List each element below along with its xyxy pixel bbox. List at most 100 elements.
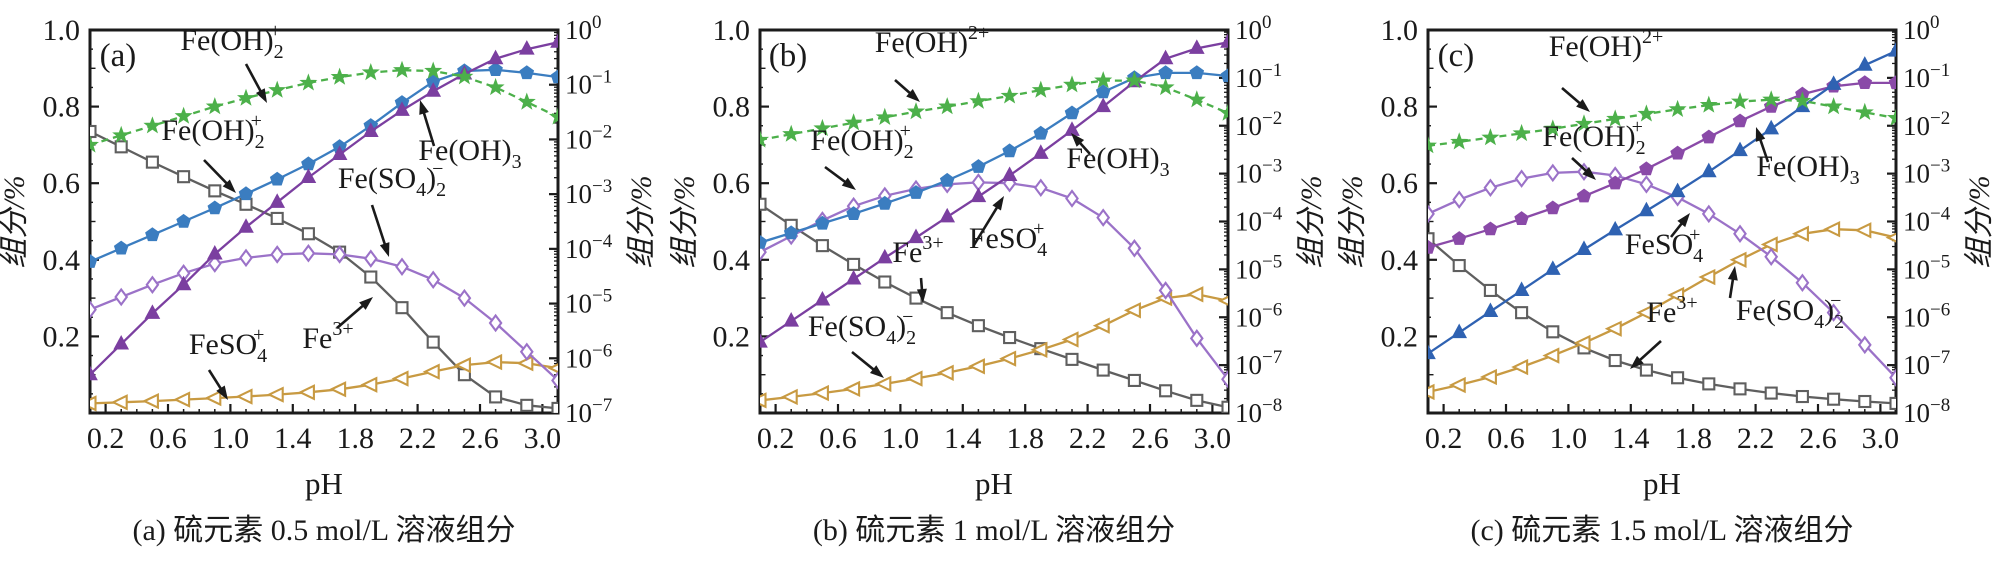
series-purple-pentagon xyxy=(1428,75,1896,254)
species-labels: Fe3+ Fe(SO4)2− FeSO4+ Fe(OH)2+ Fe(OH)3 Fe(OH)… xyxy=(808,22,1170,378)
x-tick-label: 0.2 xyxy=(757,422,795,455)
species-label-blue-pentagon: Fe(OH)2+ xyxy=(810,120,913,163)
x-tick-label: 1.0 xyxy=(882,422,920,455)
log-tick-label: 10−1 xyxy=(565,67,612,100)
x-tick-label: 1.4 xyxy=(944,422,982,455)
y-right-axis-title: 组分/% xyxy=(625,175,658,268)
x-tick-label: 2.2 xyxy=(399,422,437,455)
log-tick-label: 10−5 xyxy=(1903,251,1950,284)
x-tick-label: 0.2 xyxy=(87,422,125,455)
y-tick-label: 1.0 xyxy=(43,14,81,47)
axes-frame xyxy=(88,28,560,415)
series-purple-triangle xyxy=(90,33,558,381)
series-area xyxy=(760,33,1228,413)
label-arrow xyxy=(336,297,373,329)
series-gray-square xyxy=(1428,232,1896,410)
y-tick-label: 0.8 xyxy=(1381,91,1419,124)
x-tick-label: 1.8 xyxy=(1674,422,1712,455)
label-arrow xyxy=(419,100,436,147)
y-tick-label: 0.2 xyxy=(713,320,751,353)
log-tick-label: 10−8 xyxy=(1903,395,1950,428)
y-axis-left: 1.0 0.8 0.6 0.4 0.2 xyxy=(1381,14,1437,395)
y-tick-label: 0.4 xyxy=(713,244,751,277)
label-arrow xyxy=(1727,266,1738,299)
species-label-green-star: Fe(OH)2+ xyxy=(875,22,990,59)
x-tick-label: 0.6 xyxy=(819,422,857,455)
species-label-gold-tri-left: FeSO4+ xyxy=(189,324,267,367)
label-arrow xyxy=(1071,133,1091,155)
label-arrow xyxy=(1571,157,1596,180)
species-label-gray-square: Fe3+ xyxy=(302,318,353,355)
x-tick-label: 2.6 xyxy=(461,422,499,455)
x-axis: 0.2 0.6 1.0 1.4 1.8 2.2 2.6 3.0 xyxy=(1425,404,1899,455)
y-left-axis-title: 组分/% xyxy=(0,175,31,268)
panel-caption: (a) 硫元素 0.5 mol/L 溶液组分 xyxy=(132,514,515,547)
panel-letter: (a) xyxy=(100,38,137,74)
log-tick-label: 10−8 xyxy=(1235,395,1282,428)
y-right-axis-title: 组分/% xyxy=(1963,175,1996,268)
panel-letter: (b) xyxy=(769,38,807,74)
x-tick-label: 1.4 xyxy=(274,422,312,455)
label-arrow xyxy=(824,165,856,190)
series-green-star xyxy=(760,71,1228,148)
panel-a: 0.2 0.6 1.0 1.4 1.8 2.2 2.6 3.0 1.0 0.8 0.6 0.4 0.2 1… xyxy=(0,0,670,563)
label-arrow xyxy=(851,350,884,378)
log-tick-label: 10−2 xyxy=(1235,108,1282,141)
log-tick-label: 10−6 xyxy=(1903,299,1950,332)
species-label-purple-diamond: FeSO4+ xyxy=(969,218,1047,261)
x-tick-label: 3.0 xyxy=(1862,422,1900,455)
x-tick-label: 3.0 xyxy=(524,422,562,455)
x-tick-label: 0.2 xyxy=(1425,422,1463,455)
log-tick-label: 10−6 xyxy=(565,340,612,373)
y-tick-label: 0.6 xyxy=(1381,167,1419,200)
y-tick-label: 0.4 xyxy=(43,244,81,277)
species-label-purple-triangle: Fe(OH)3 xyxy=(418,134,521,173)
log-tick-label: 10−3 xyxy=(1235,156,1282,189)
x-axis-title: pH xyxy=(1643,466,1681,501)
x-tick-label: 0.6 xyxy=(149,422,187,455)
label-arrow xyxy=(244,63,267,103)
x-tick-label: 3.0 xyxy=(1194,422,1232,455)
species-label-gold-tri-left: Fe(SO4)2− xyxy=(808,306,916,349)
log-tick-label: 10−1 xyxy=(1235,60,1282,93)
x-tick-label: 0.6 xyxy=(1487,422,1525,455)
y-right-axis-title: 组分/% xyxy=(1295,175,1328,268)
log-tick-label: 10−4 xyxy=(1235,204,1283,237)
label-arrow xyxy=(1755,127,1770,163)
x-tick-label: 1.8 xyxy=(1006,422,1043,455)
x-axis: 0.2 0.6 1.0 1.4 1.8 2.2 2.6 3.0 xyxy=(87,404,561,455)
label-arrow xyxy=(1561,87,1590,112)
y-tick-label: 0.8 xyxy=(713,91,751,124)
series-purple-triangle xyxy=(760,33,1228,348)
log-tick-label: 10−6 xyxy=(1235,299,1282,332)
panel-b: 0.2 0.6 1.0 1.4 1.8 2.2 2.6 3.0 1.0 0.8 0.6 0.4 0.2 1… xyxy=(668,0,1340,563)
log-tick-label: 10−5 xyxy=(1235,251,1282,284)
x-tick-label: 2.6 xyxy=(1131,422,1169,455)
species-label-gold-tri-left: Fe(SO4)2− xyxy=(1736,290,1844,333)
species-label-purple-pentagon: Fe(OH)2+ xyxy=(1542,116,1645,159)
x-tick-label: 2.2 xyxy=(1737,422,1775,455)
label-arrow xyxy=(916,277,927,303)
panel-c-chart: 0.2 0.6 1.0 1.4 1.8 2.2 2.6 3.01.00.80.60.40.21… xyxy=(1336,12,1996,547)
panel-c: 0.2 0.6 1.0 1.4 1.8 2.2 2.6 3.0 1.0 0.8 0.6 0.4 0.2 1… xyxy=(1336,0,2008,563)
y-left-axis-title: 组分/% xyxy=(1338,175,1369,268)
x-tick-label: 1.0 xyxy=(1550,422,1588,455)
species-label-blue-triangle: Fe(OH)3 xyxy=(1756,150,1859,189)
label-arrow xyxy=(894,79,920,102)
log-tick-label: 100 xyxy=(1235,12,1272,45)
y-tick-label: 1.0 xyxy=(1381,14,1419,47)
y-tick-label: 0.8 xyxy=(43,91,81,124)
log-tick-label: 10−7 xyxy=(1235,347,1282,380)
y-axis-right: 100 10−1 10−2 10−3 10−4 10−5 10−6 10−7 10−8 xyxy=(1887,12,1951,428)
x-axis-title: pH xyxy=(305,466,343,501)
log-tick-label: 10−1 xyxy=(1903,60,1950,93)
series-gold-tri-left xyxy=(90,353,558,412)
log-tick-label: 10−7 xyxy=(1903,347,1950,380)
series-gray-square xyxy=(90,124,558,413)
x-tick-label: 1.0 xyxy=(212,422,250,455)
log-tick-label: 10−7 xyxy=(565,395,612,428)
log-tick-label: 10−4 xyxy=(565,231,613,264)
y-axis-right: 100 10−1 10−2 10−3 10−4 10−5 10−6 10−7 10−8 xyxy=(1219,12,1283,428)
series-gold-tri-left xyxy=(1428,220,1896,401)
